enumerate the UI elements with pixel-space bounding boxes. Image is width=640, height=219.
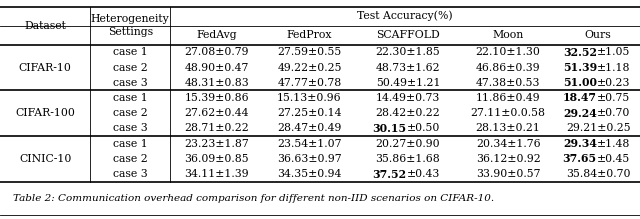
Text: 22.10±1.30: 22.10±1.30 [476, 47, 541, 57]
Text: 33.90±0.57: 33.90±0.57 [476, 169, 540, 179]
Text: 50.49±1.21: 50.49±1.21 [376, 78, 440, 88]
Text: 34.11±1.39: 34.11±1.39 [184, 169, 249, 179]
Text: 20.34±1.76: 20.34±1.76 [476, 139, 540, 149]
Text: 27.11±0.0.58: 27.11±0.0.58 [470, 108, 546, 118]
Text: 29.21±0.25: 29.21±0.25 [566, 124, 630, 133]
Text: SCAFFOLD: SCAFFOLD [376, 30, 440, 40]
Text: 14.49±0.73: 14.49±0.73 [376, 93, 440, 103]
Text: 11.86±0.49: 11.86±0.49 [476, 93, 540, 103]
Text: 28.13±0.21: 28.13±0.21 [476, 124, 541, 133]
Text: 15.39±0.86: 15.39±0.86 [184, 93, 249, 103]
Text: FedProx: FedProx [287, 30, 332, 40]
Text: CIFAR-100: CIFAR-100 [15, 108, 75, 118]
Text: 28.71±0.22: 28.71±0.22 [184, 124, 249, 133]
Text: Dataset: Dataset [24, 21, 66, 31]
Text: case 3: case 3 [113, 78, 148, 88]
Text: 18.47: 18.47 [563, 92, 596, 104]
Text: 29.24: 29.24 [563, 108, 596, 119]
Text: case 2: case 2 [113, 108, 148, 118]
Text: 23.54±1.07: 23.54±1.07 [277, 139, 342, 149]
Text: case 2: case 2 [113, 63, 148, 72]
Text: case 1: case 1 [113, 139, 148, 149]
Text: 29.34: 29.34 [563, 138, 596, 149]
Text: Table 2: Communication overhead comparison for different non-IID scenarios on CI: Table 2: Communication overhead comparis… [13, 194, 494, 203]
Text: 35.84±0.70: 35.84±0.70 [566, 169, 630, 179]
Text: ±0.23: ±0.23 [596, 78, 630, 88]
Text: ±0.45: ±0.45 [596, 154, 630, 164]
Text: ±1.18: ±1.18 [596, 63, 630, 72]
Text: case 1: case 1 [113, 47, 148, 57]
Text: 48.31±0.83: 48.31±0.83 [184, 78, 249, 88]
Text: Heterogeneity
Settings: Heterogeneity Settings [91, 14, 170, 37]
Text: Moon: Moon [493, 30, 524, 40]
Text: case 2: case 2 [113, 154, 148, 164]
Text: CINIC-10: CINIC-10 [19, 154, 71, 164]
Text: ±0.75: ±0.75 [596, 93, 630, 103]
Text: ±0.70: ±0.70 [596, 108, 630, 118]
Text: Test Accuracy(%): Test Accuracy(%) [357, 11, 453, 21]
Text: 36.09±0.85: 36.09±0.85 [184, 154, 249, 164]
Text: case 3: case 3 [113, 169, 148, 179]
Text: 15.13±0.96: 15.13±0.96 [277, 93, 342, 103]
Text: 48.90±0.47: 48.90±0.47 [184, 63, 249, 72]
Text: ±1.48: ±1.48 [596, 139, 630, 149]
Text: 27.59±0.55: 27.59±0.55 [277, 47, 342, 57]
Text: case 3: case 3 [113, 124, 148, 133]
Text: 28.42±0.22: 28.42±0.22 [376, 108, 440, 118]
Text: 37.52: 37.52 [372, 169, 407, 180]
Text: 51.39: 51.39 [563, 62, 596, 73]
Text: 20.27±0.90: 20.27±0.90 [376, 139, 440, 149]
Text: 37.65: 37.65 [563, 154, 596, 164]
Text: 27.08±0.79: 27.08±0.79 [184, 47, 249, 57]
Text: 30.15: 30.15 [372, 123, 407, 134]
Text: case 1: case 1 [113, 93, 148, 103]
Text: ±0.50: ±0.50 [407, 124, 440, 133]
Text: 36.12±0.92: 36.12±0.92 [476, 154, 541, 164]
Text: 28.47±0.49: 28.47±0.49 [277, 124, 342, 133]
Text: 27.25±0.14: 27.25±0.14 [277, 108, 342, 118]
Text: 36.63±0.97: 36.63±0.97 [277, 154, 342, 164]
Text: 48.73±1.62: 48.73±1.62 [376, 63, 440, 72]
Text: ±1.05: ±1.05 [596, 47, 630, 57]
Text: 22.30±1.85: 22.30±1.85 [376, 47, 440, 57]
Text: 35.86±1.68: 35.86±1.68 [376, 154, 440, 164]
Text: 27.62±0.44: 27.62±0.44 [184, 108, 249, 118]
Text: 47.77±0.78: 47.77±0.78 [277, 78, 342, 88]
Text: 47.38±0.53: 47.38±0.53 [476, 78, 540, 88]
Text: ±0.43: ±0.43 [407, 169, 440, 179]
Text: 49.22±0.25: 49.22±0.25 [277, 63, 342, 72]
Text: 32.52: 32.52 [563, 47, 596, 58]
Text: Ours: Ours [585, 30, 611, 40]
Text: 51.00: 51.00 [563, 77, 596, 88]
Text: 23.23±1.87: 23.23±1.87 [184, 139, 249, 149]
Text: CIFAR-10: CIFAR-10 [19, 63, 72, 72]
Text: 46.86±0.39: 46.86±0.39 [476, 63, 540, 72]
Text: 34.35±0.94: 34.35±0.94 [277, 169, 342, 179]
Text: FedAvg: FedAvg [196, 30, 237, 40]
